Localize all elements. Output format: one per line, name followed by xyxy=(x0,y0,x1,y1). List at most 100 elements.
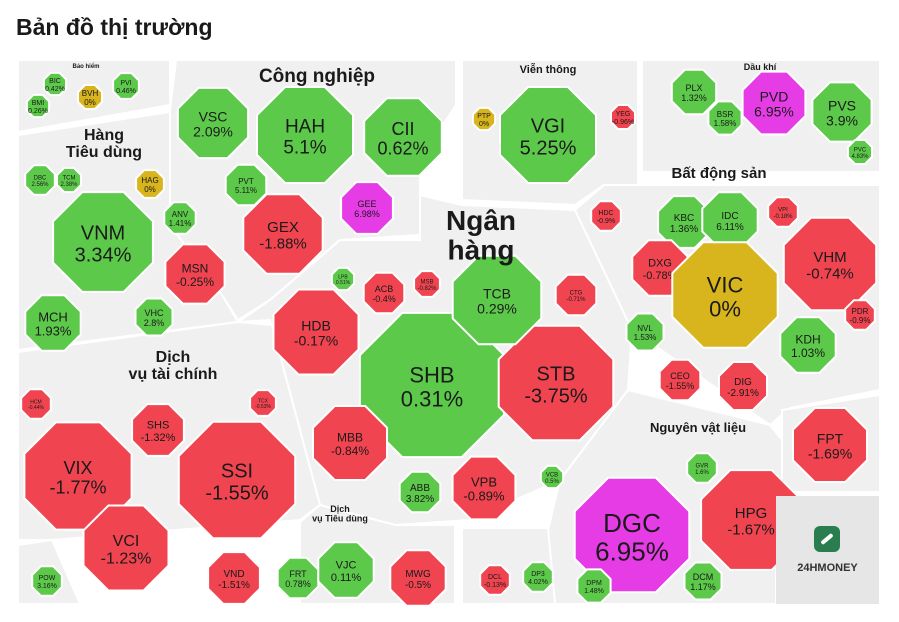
stock-change-ctg: -0.71% xyxy=(566,297,586,303)
stock-cell-tcm xyxy=(56,167,82,193)
stock-change-dbc: 2.56% xyxy=(31,182,49,188)
stock-ticker-pvt: PVT xyxy=(238,177,254,186)
stock-ticker-tcx: TCX xyxy=(258,398,269,404)
stock-ticker-pvi: PVI xyxy=(120,80,131,87)
stock-change-dcl: -0.13% xyxy=(484,582,506,589)
stock-ticker-frt: FRT xyxy=(289,569,307,579)
stock-ticker-shs: SHS xyxy=(147,420,170,432)
stock-change-bvh: 0% xyxy=(84,98,96,107)
stock-change-vgi: 5.25% xyxy=(520,138,577,160)
stock-change-ssi: -1.55% xyxy=(205,483,269,505)
stock-change-kdh: 1.03% xyxy=(791,346,825,360)
stock-cell-hag xyxy=(135,169,165,199)
stock-cell-mbb xyxy=(312,405,388,481)
stock-ticker-nvl: NVL xyxy=(637,324,653,333)
stock-ticker-dgc: DGC xyxy=(603,508,661,538)
stock-cell-pvt xyxy=(224,163,268,207)
logo-text: 24HMONEY xyxy=(797,562,858,574)
stock-cell-lpb xyxy=(330,266,356,292)
stock-change-vpb: -0.89% xyxy=(463,489,505,504)
stock-change-vpi: -0.18% xyxy=(773,214,793,220)
stock-cell-pow xyxy=(31,565,63,597)
stock-change-mch: 1.93% xyxy=(35,324,72,339)
stock-ticker-gex: GEX xyxy=(267,219,299,236)
stock-ticker-vhm: VHM xyxy=(813,249,846,266)
stock-change-tcx: -0.53% xyxy=(255,404,271,410)
stock-change-pvt: 5.11% xyxy=(235,186,257,195)
stock-ticker-acb: ACB xyxy=(375,284,394,294)
stock-change-vic: 0% xyxy=(709,297,741,322)
sector-title-7: Dịch xyxy=(156,349,191,366)
sector-title-10-line1: vụ Tiêu dùng xyxy=(312,513,368,523)
stock-cell-hpg xyxy=(700,469,802,571)
stock-change-tcm: 2.38% xyxy=(60,182,78,188)
stock-change-cii: 0.62% xyxy=(377,139,428,159)
stock-cell-fpt xyxy=(792,407,868,483)
stock-cell-msn xyxy=(164,243,226,305)
stock-ticker-dxg: DXG xyxy=(648,258,672,270)
stock-change-vhm: -0.74% xyxy=(806,266,854,283)
stock-change-gee: 6.98% xyxy=(354,209,380,219)
stock-cell-pvc xyxy=(847,139,873,165)
stock-change-kbc: 1.36% xyxy=(670,224,698,235)
stock-ticker-vnd: VND xyxy=(223,569,244,580)
stock-cell-pdr xyxy=(844,299,876,331)
stock-ticker-hcm: HCM xyxy=(30,399,41,405)
stock-change-acb: -0.4% xyxy=(372,294,396,304)
sector-title-7-line1: vụ tài chính xyxy=(129,366,218,383)
stock-change-frt: 0.78% xyxy=(285,579,311,589)
stock-change-dpm: 1.48% xyxy=(584,588,604,595)
stock-ticker-vpi: VPI xyxy=(778,207,788,213)
stock-ticker-dbc: DBC xyxy=(34,175,47,181)
stock-cell-pvi xyxy=(112,72,140,100)
stock-ticker-gee: GEE xyxy=(357,199,376,209)
stock-cell-plx xyxy=(670,68,718,116)
stock-change-dgc: 6.95% xyxy=(595,536,669,566)
sector-title-5: Ngân xyxy=(446,205,516,236)
stock-ticker-ptp: PTP xyxy=(477,113,491,120)
stock-ticker-tcm: TCM xyxy=(63,175,76,181)
stock-cell-vjc xyxy=(317,541,375,599)
stock-ticker-dcm: DCM xyxy=(693,572,714,582)
stock-cell-ceo xyxy=(658,358,702,402)
sector-title-2: Viễn thông xyxy=(520,63,577,76)
logo-icon xyxy=(814,526,840,552)
stock-ticker-idc: IDC xyxy=(721,211,738,222)
stock-cell-gee xyxy=(340,181,394,235)
stock-cell-vci xyxy=(82,504,170,592)
stock-change-pvs: 3.9% xyxy=(826,113,858,129)
stock-change-shs: -1.32% xyxy=(141,432,176,444)
stock-change-stb: -3.75% xyxy=(524,386,588,408)
stock-ticker-dcl: DCL xyxy=(488,574,502,581)
stock-cell-bvh xyxy=(77,84,103,110)
stock-change-bic: 0.42% xyxy=(45,86,65,93)
stock-change-vcb: 0.5% xyxy=(545,479,559,485)
stock-cell-nvl xyxy=(625,312,665,352)
stock-ticker-bmi: BMI xyxy=(32,100,45,107)
stock-cell-mwg xyxy=(389,549,447,607)
stock-change-ptp: 0% xyxy=(479,121,489,128)
stock-change-hcm: -0.44% xyxy=(28,405,44,411)
stock-ticker-dpm: DPM xyxy=(586,580,602,587)
stock-change-tcb: 0.29% xyxy=(477,301,517,317)
stock-cell-vpi xyxy=(767,196,799,228)
stock-change-bsr: 1.58% xyxy=(714,119,737,128)
stock-change-hpg: -1.67% xyxy=(727,522,775,539)
stock-ticker-pvs: PVS xyxy=(828,97,856,113)
stock-change-hah: 5.1% xyxy=(283,138,326,159)
stock-change-dxg: -0.78% xyxy=(643,270,678,282)
stock-change-pvi: 0.46% xyxy=(116,88,136,95)
stock-cell-pvd xyxy=(741,70,807,136)
brand-logo: 24HMONEY xyxy=(776,496,879,604)
stock-change-dcm: 1.17% xyxy=(690,582,716,592)
sector-title-4-line1: Tiêu dùng xyxy=(66,144,142,161)
stock-ticker-pow: POW xyxy=(39,575,56,582)
stock-cell-kdh xyxy=(779,316,837,374)
stock-cell-hah xyxy=(256,86,354,184)
stock-change-lpb: 0.51% xyxy=(336,280,351,286)
stock-cell-bmi xyxy=(25,93,51,119)
stock-cell-vsc xyxy=(176,86,250,160)
stock-change-gex: -1.88% xyxy=(259,236,307,253)
stock-cell-ssi xyxy=(177,420,297,540)
stock-cell-dp3 xyxy=(522,561,554,593)
